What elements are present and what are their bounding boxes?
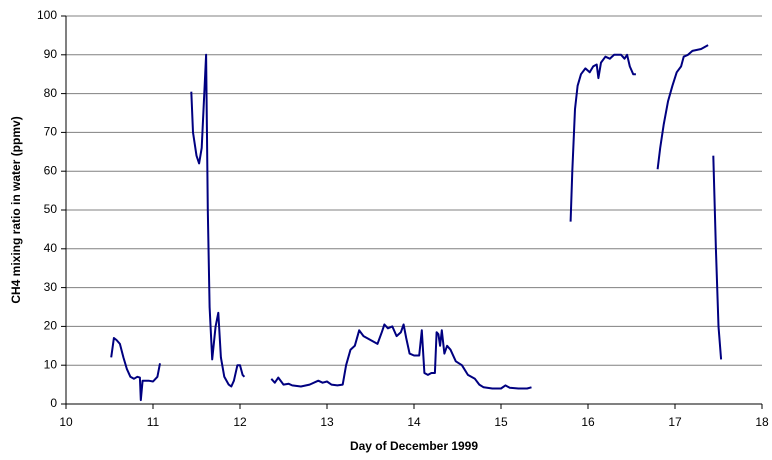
x-tick-label: 18 bbox=[755, 415, 769, 429]
y-tick-label: 50 bbox=[44, 202, 58, 216]
y-tick-label: 30 bbox=[44, 280, 58, 294]
y-tick-label: 80 bbox=[44, 86, 58, 100]
y-tick-label: 90 bbox=[44, 47, 58, 61]
x-tick-label: 14 bbox=[407, 415, 421, 429]
y-tick-label: 20 bbox=[44, 319, 58, 333]
y-tick-label: 10 bbox=[44, 357, 58, 371]
x-tick-label: 10 bbox=[59, 415, 73, 429]
y-tick-label: 40 bbox=[44, 241, 58, 255]
x-tick-label: 12 bbox=[233, 415, 247, 429]
x-tick-label: 17 bbox=[668, 415, 682, 429]
y-axis-label: CH4 mixing ratio in water (ppmv) bbox=[9, 116, 23, 303]
x-tick-label: 13 bbox=[320, 415, 334, 429]
y-tick-label: 100 bbox=[37, 8, 57, 22]
y-tick-label: 0 bbox=[50, 396, 57, 410]
x-tick-label: 11 bbox=[147, 415, 160, 429]
data-line bbox=[110, 44, 723, 402]
x-tick-label: 16 bbox=[581, 415, 595, 429]
y-tick-label: 60 bbox=[44, 163, 58, 177]
x-axis-label: Day of December 1999 bbox=[350, 439, 478, 453]
x-tick-label: 15 bbox=[494, 415, 508, 429]
y-tick-label: 70 bbox=[44, 125, 58, 139]
